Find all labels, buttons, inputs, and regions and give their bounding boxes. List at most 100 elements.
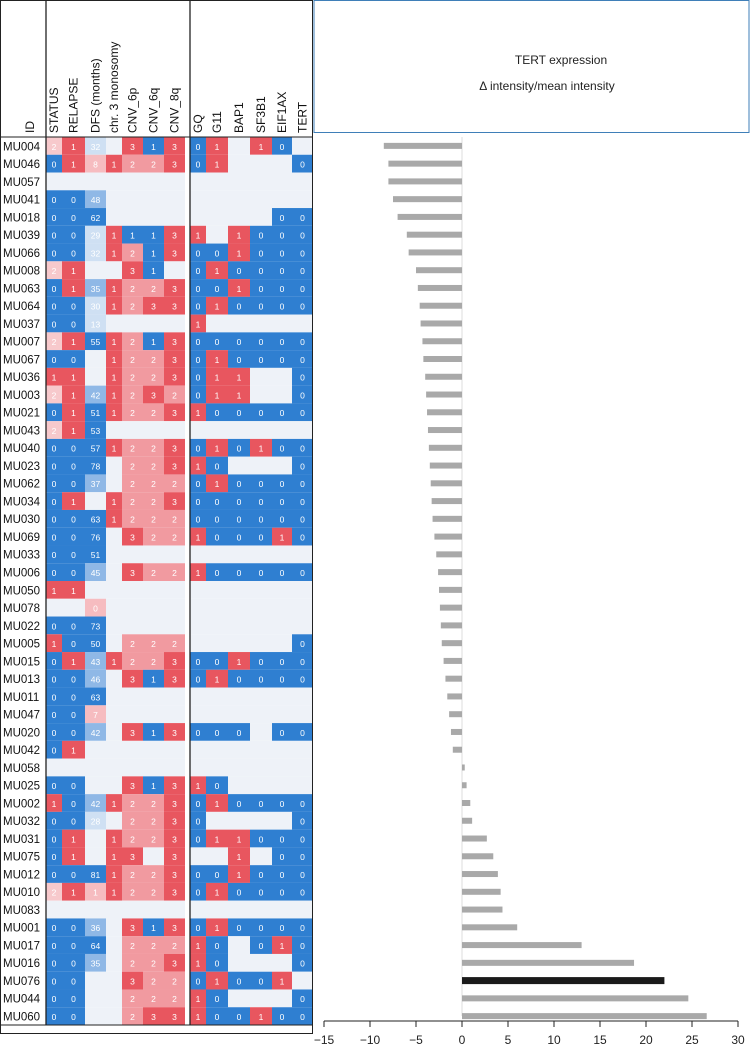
heatmap-cell <box>143 616 164 635</box>
row-label: MU046 <box>3 159 40 171</box>
tert-bar <box>462 871 498 878</box>
heatmap-cell <box>62 1007 85 1025</box>
heatmap-cell <box>46 438 62 457</box>
heatmap-cell-value: 0 <box>52 231 57 241</box>
heatmap-cell <box>62 865 85 883</box>
heatmap-cell <box>250 581 272 599</box>
heatmap-cell <box>250 279 272 297</box>
heatmap-cell-value: 2 <box>172 994 177 1004</box>
heatmap-cell <box>62 989 85 1008</box>
heatmap-cell <box>250 296 272 315</box>
heatmap-cell <box>46 865 62 883</box>
heatmap-cell <box>164 882 185 901</box>
heatmap-cell-value: 2 <box>151 444 156 454</box>
heatmap-cell-value: 2 <box>151 160 156 170</box>
heatmap-cell <box>122 758 143 777</box>
heatmap-cell <box>122 900 143 919</box>
heatmap-cell <box>46 705 62 724</box>
heatmap-cell <box>164 332 185 351</box>
heatmap-cell <box>85 296 106 315</box>
heatmap-cell-value: 0 <box>237 1012 242 1022</box>
heatmap-cell <box>190 616 206 635</box>
heatmap-cell-value: 0 <box>196 266 201 276</box>
heatmap-cell-value: 0 <box>237 408 242 418</box>
heatmap-cell-value: 3 <box>151 390 156 400</box>
row-label: MU039 <box>3 230 40 242</box>
heatmap-cell-value: 3 <box>172 302 177 312</box>
heatmap-cell <box>46 190 62 209</box>
heatmap-cell-value: 30 <box>91 302 101 312</box>
heatmap-cell-value: 1 <box>71 160 76 170</box>
heatmap-cell <box>206 421 228 439</box>
heatmap-cell-value: 0 <box>259 532 264 542</box>
heatmap-cell <box>164 1007 185 1025</box>
heatmap-cell <box>250 652 272 670</box>
heatmap-cell <box>190 474 206 493</box>
column-header: BAP1 <box>232 102 246 133</box>
heatmap-cell-value: 0 <box>52 444 57 454</box>
tert-bar <box>462 888 501 895</box>
tert-bar <box>416 267 462 274</box>
row-label: MU060 <box>3 1012 40 1024</box>
heatmap-cell <box>164 705 185 724</box>
heatmap-cell-value: 0 <box>280 870 285 880</box>
heatmap-cell <box>143 243 164 262</box>
heatmap-cell <box>85 936 106 954</box>
x-tick-label: −15 <box>314 1033 335 1047</box>
heatmap-cell-value: 3 <box>130 142 135 152</box>
heatmap-cell <box>206 794 228 812</box>
heatmap-cell-value: 3 <box>172 817 177 827</box>
heatmap-cell-value: 0 <box>259 657 264 667</box>
heatmap-cell-value: 2 <box>151 657 156 667</box>
heatmap-cell <box>122 527 143 546</box>
heatmap-cell-value: 0 <box>237 337 242 347</box>
heatmap-cell <box>106 936 122 954</box>
heatmap-cell-value: 0 <box>71 515 76 525</box>
heatmap-cell <box>62 669 85 688</box>
heatmap-cell-value: 1 <box>196 231 201 241</box>
heatmap-cell <box>250 367 272 386</box>
heatmap-cell <box>206 243 228 262</box>
heatmap-cell-value: 1 <box>112 373 117 383</box>
heatmap-cell <box>228 279 250 297</box>
heatmap-cell-value: 2 <box>130 639 135 649</box>
heatmap-cell <box>250 865 272 883</box>
heatmap-cell <box>190 740 206 759</box>
heatmap-cell <box>190 794 206 812</box>
heatmap-cell <box>106 811 122 830</box>
heatmap-cell <box>46 829 62 848</box>
heatmap-cell-value: 1 <box>196 1012 201 1022</box>
heatmap-cell-value: 1 <box>196 959 201 969</box>
heatmap-cell <box>190 936 206 954</box>
heatmap-cell <box>122 936 143 954</box>
heatmap-cell <box>292 208 313 226</box>
heatmap-cell-value: 0 <box>196 142 201 152</box>
heatmap-cell-value: 0 <box>259 941 264 951</box>
heatmap-cell <box>272 598 292 617</box>
heatmap-cell <box>228 225 250 244</box>
heatmap-cell <box>46 652 62 670</box>
heatmap-cell <box>62 687 85 706</box>
heatmap-cell <box>122 811 143 830</box>
heatmap-cell <box>122 492 143 510</box>
heatmap-cell-value: 2 <box>130 994 135 1004</box>
heatmap-cell <box>62 740 85 759</box>
heatmap-cell <box>106 829 122 848</box>
heatmap-cell-value: 0 <box>280 1012 285 1022</box>
tert-bar <box>462 995 689 1002</box>
heatmap-cell <box>190 296 206 315</box>
heatmap-cell <box>190 581 206 599</box>
heatmap-cell <box>272 581 292 599</box>
heatmap-cell <box>46 456 62 475</box>
heatmap-cell-value: 1 <box>71 390 76 400</box>
heatmap-cell <box>62 545 85 564</box>
heatmap-cell-value: 1 <box>237 657 242 667</box>
heatmap-cell <box>292 669 313 688</box>
heatmap-cell-value: 2 <box>52 888 57 898</box>
heatmap-cell-value: 2 <box>172 532 177 542</box>
row-label: MU032 <box>3 816 40 828</box>
heatmap-cell-value: 0 <box>300 639 305 649</box>
heatmap-cell <box>164 669 185 688</box>
heatmap-cell-value: 1 <box>112 444 117 454</box>
heatmap-cell-value: 0 <box>237 444 242 454</box>
